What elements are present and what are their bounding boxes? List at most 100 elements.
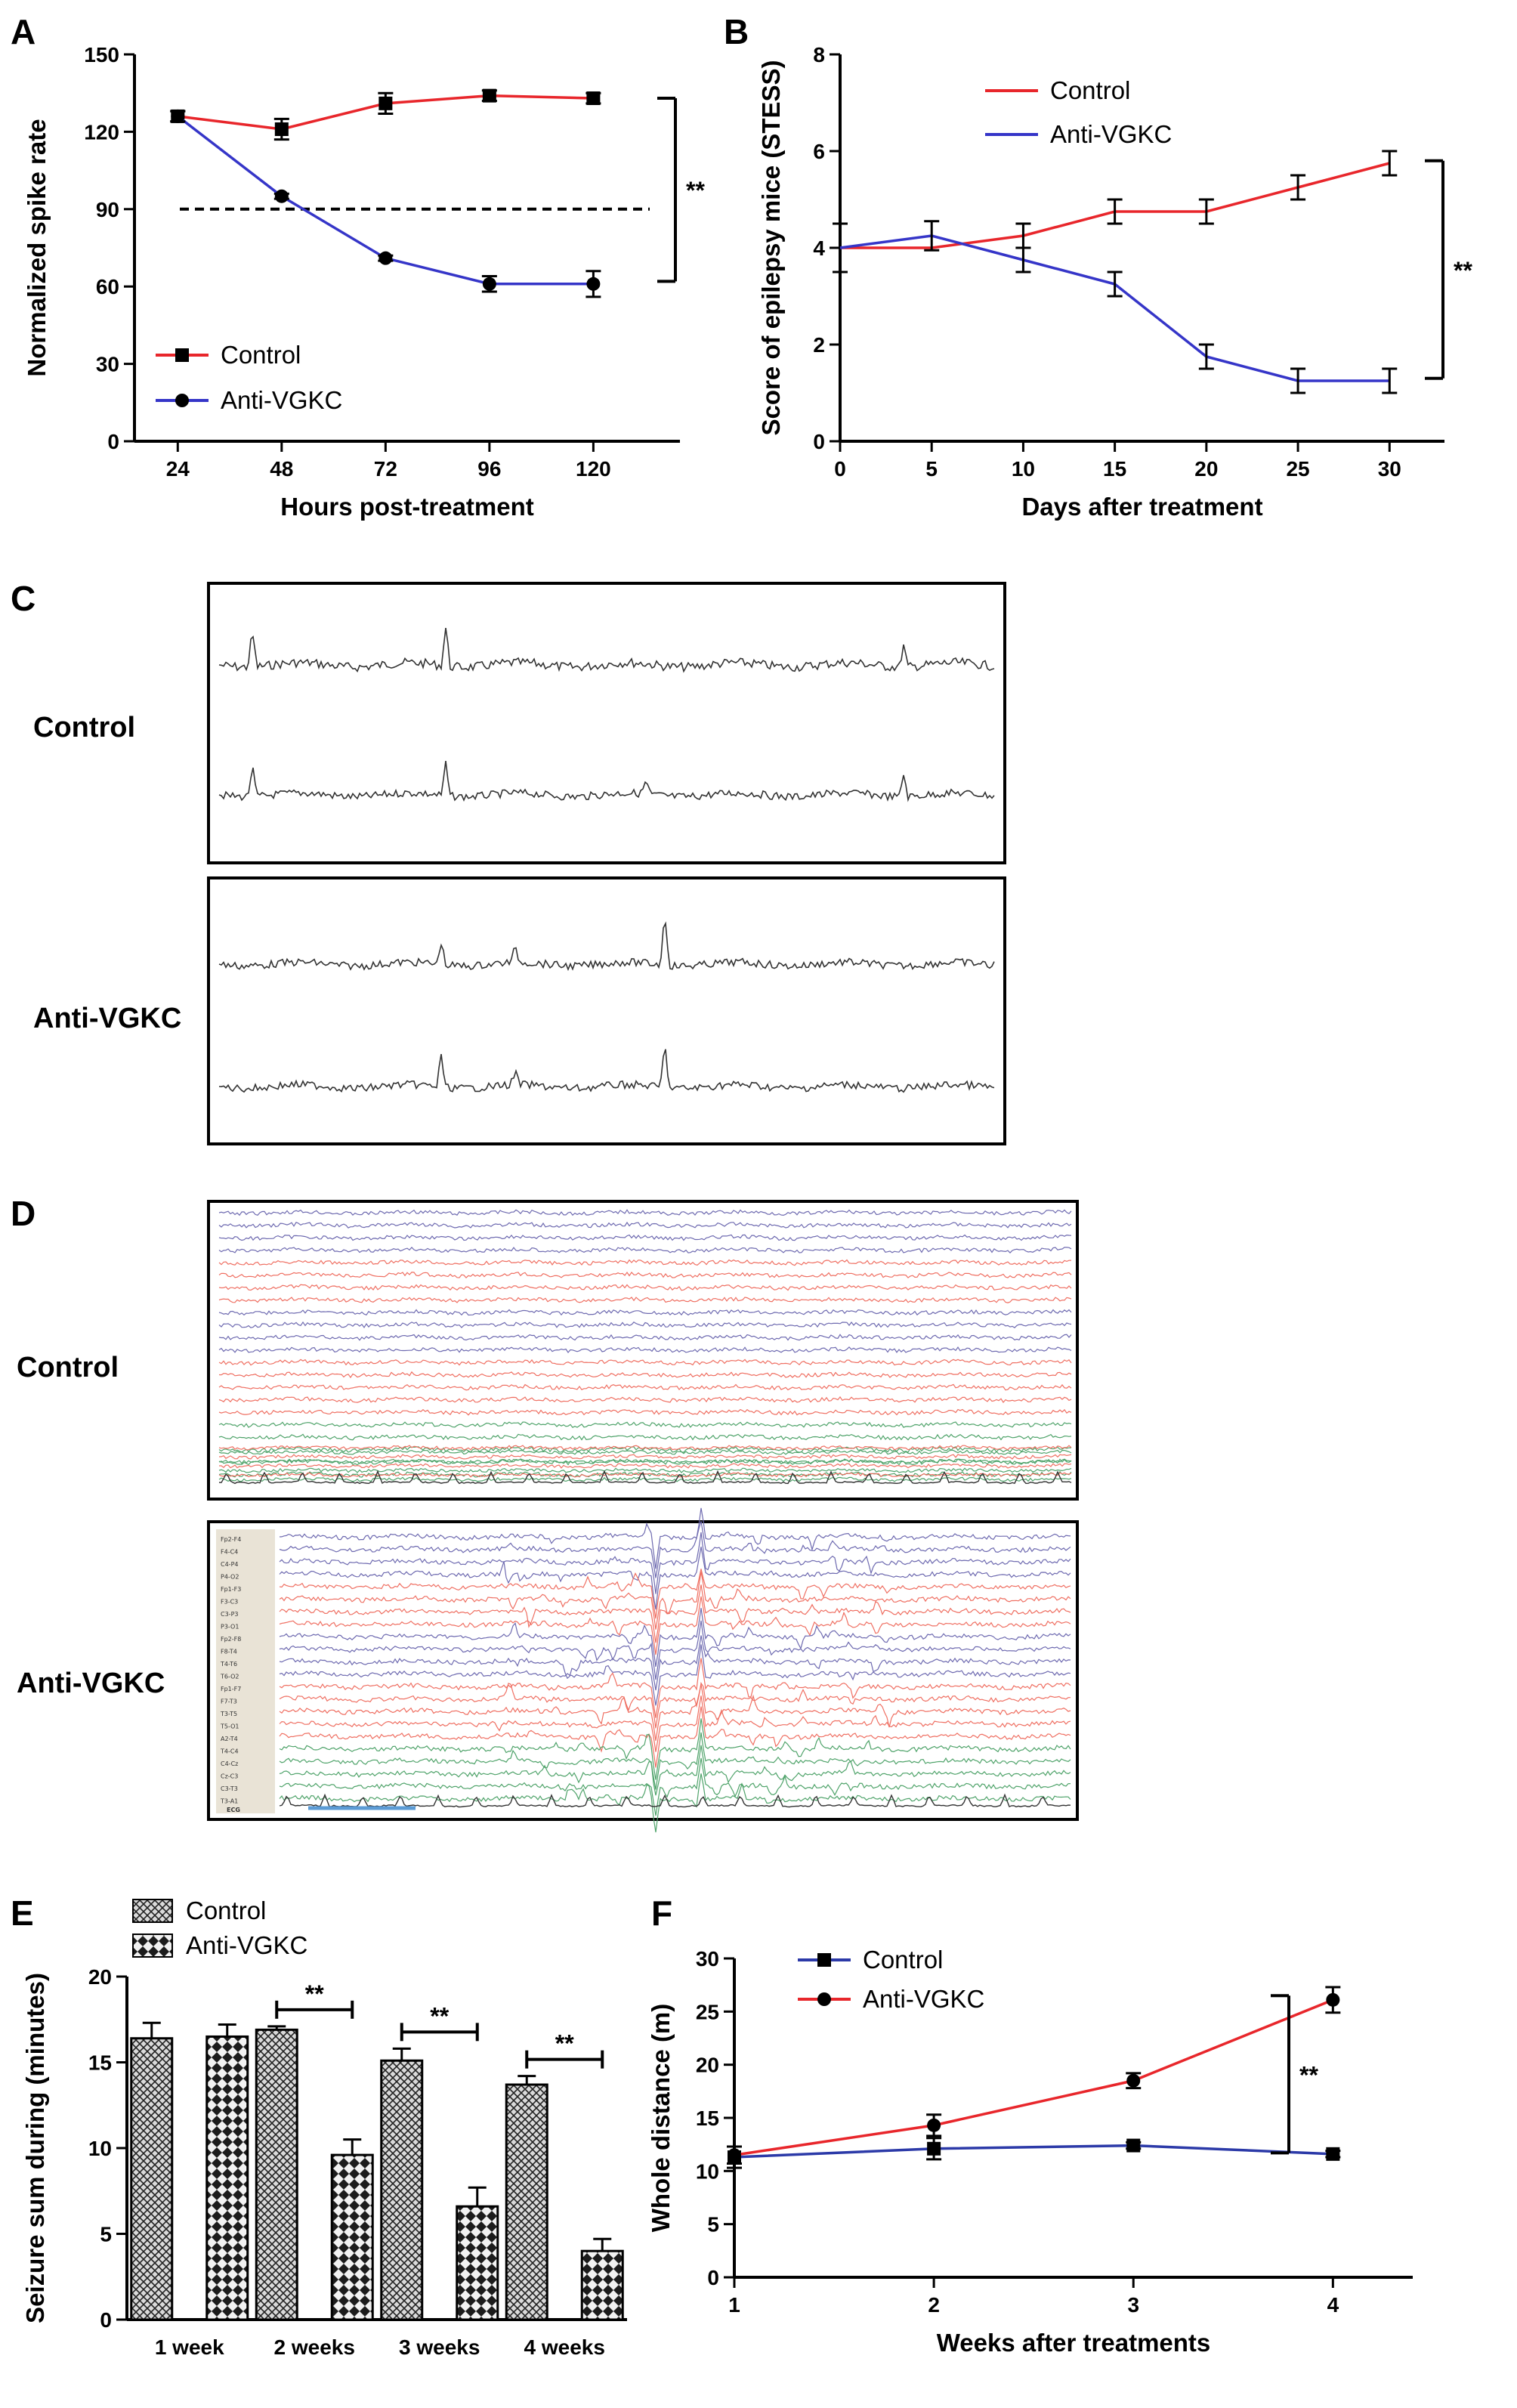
eeg-channel-trace — [218, 1467, 1072, 1473]
channel-label: C3-T3 — [221, 1785, 238, 1792]
chartE-significance-label: ** — [555, 2030, 574, 2057]
chartF-point-square — [1126, 2138, 1141, 2153]
chartE-bar-anti-vgkc — [456, 2205, 499, 2321]
row-label-anti-vgkc-d: Anti-VGKC — [17, 1668, 165, 1699]
chartB-legend-label: Anti-VGKC — [1050, 120, 1172, 148]
chartA-point-square — [378, 96, 393, 110]
channel-label: Fp1-F7 — [221, 1686, 241, 1692]
eeg-channel-trace — [279, 1757, 1071, 1816]
channel-label-background — [216, 1529, 275, 1813]
chartE-category-label: 2 weeks — [274, 2335, 355, 2359]
multichannel-box-anti-vgkc — [207, 1520, 1079, 1821]
chartA-point-circle — [274, 189, 289, 203]
eeg-channel-trace — [279, 1521, 1071, 1578]
eeg-channel-trace — [218, 1359, 1072, 1366]
channel-label: P3-O1 — [221, 1624, 239, 1631]
eeg-channel-trace — [279, 1684, 1071, 1741]
chartE-bar-control — [505, 2083, 548, 2321]
eeg-channel-trace — [279, 1745, 1071, 1796]
eeg-trace-group-c — [218, 627, 995, 1093]
panel-label-a: A — [11, 12, 36, 51]
chartF-legend-marker — [817, 1953, 831, 1967]
chartB-y-axis-title: Score of epilepsy mice (STESS) — [757, 60, 785, 436]
panel-c-eeg: Control Anti-VGKC — [33, 582, 1006, 1145]
eeg-channel-trace — [279, 1584, 1071, 1643]
chartE-y-tick-label: 10 — [88, 2137, 112, 2160]
chartB-x-tick-label: 20 — [1194, 457, 1218, 481]
chartB-x-tick-label: 25 — [1286, 457, 1309, 481]
channel-label-column: Fp2-F4 F4-C4 C4-P4 P4-O2 Fp1-F3 F3-C3 C3-P3 P3-… — [216, 1529, 275, 1813]
eeg-channel-trace — [218, 1297, 1072, 1303]
chartA-x-tick-label: 48 — [270, 457, 293, 481]
panel-label-d: D — [11, 1194, 36, 1233]
channel-label: Fp2-F8 — [221, 1636, 241, 1643]
eeg-channel-trace — [218, 1346, 1072, 1353]
eeg-channel-trace — [279, 1706, 1071, 1768]
eeg-channel-trace — [218, 1454, 1072, 1460]
chartF-x-tick-label: 1 — [728, 2293, 740, 2317]
channel-label: T5-O1 — [220, 1723, 239, 1730]
ecg-trace — [279, 1793, 1071, 1808]
eeg-channel-trace — [279, 1681, 1071, 1729]
chartF-legend-marker — [817, 1992, 831, 2006]
channel-label: C3-P3 — [221, 1611, 238, 1618]
chartA-y-tick-label: 30 — [96, 353, 119, 376]
chartE-bar-control — [380, 2059, 424, 2321]
eeg-channel-trace — [279, 1718, 1071, 1780]
eeg-channel-trace — [218, 1472, 1072, 1478]
chartB-x-tick-label: 30 — [1378, 457, 1401, 481]
panel-d-multichannel-eeg: Fp2-F4 F4-C4 C4-P4 P4-O2 Fp1-F3 F3-C3 C3-P3 P3-… — [17, 1200, 1079, 1833]
channel-label: T4-T6 — [220, 1661, 237, 1668]
channel-label: Fp1-F3 — [221, 1586, 241, 1593]
chartF-point-circle — [1326, 1992, 1340, 2007]
chartA-point-square — [586, 91, 601, 106]
trace-box-control — [207, 582, 1006, 864]
channel-label: T3-T5 — [220, 1711, 237, 1717]
eeg-channel-trace — [218, 1247, 1072, 1253]
chartE-legend-swatch — [132, 1934, 173, 1958]
eeg-channel-trace — [218, 1383, 1072, 1391]
chartA-y-tick-label: 0 — [107, 430, 119, 453]
chartF-point-square — [927, 2141, 941, 2156]
ecg-trace — [218, 1470, 1072, 1485]
chartA-point-square — [274, 122, 289, 136]
chartA-point-circle — [171, 109, 185, 123]
chartA-legend-marker — [175, 348, 189, 362]
chartE-y-tick-label: 0 — [100, 2308, 112, 2332]
channel-label: Fp2-F4 — [221, 1536, 241, 1543]
channel-label: C4-Cz — [221, 1760, 238, 1767]
chartB-y-tick-label: 6 — [813, 140, 825, 163]
eeg-channel-trace — [279, 1569, 1071, 1619]
chartE-bar-control — [255, 2028, 298, 2321]
chartF-x-tick-label: 2 — [928, 2293, 940, 2317]
row-label-anti-vgkc-c: Anti-VGKC — [33, 1003, 181, 1034]
chartE-category-label: 4 weeks — [524, 2335, 605, 2359]
eeg-channel-trace — [279, 1572, 1071, 1630]
chartA-y-tick-label: 150 — [84, 43, 119, 66]
chartB-x-tick-label: 15 — [1103, 457, 1126, 481]
eeg-channel-trace — [218, 1221, 1072, 1229]
chartF-x-axis-title: Weeks after treatments — [937, 2329, 1211, 2357]
eeg-channel-trace — [218, 1271, 1072, 1278]
row-label-control-c: Control — [33, 712, 135, 743]
panel-label-f: F — [651, 1893, 672, 1933]
chartF-y-tick-label: 10 — [696, 2159, 719, 2183]
panel-label-b: B — [724, 12, 749, 51]
chartF-legend-label: Anti-VGKC — [863, 1985, 984, 2013]
chartE-y-axis-title: Seizure sum during (minutes) — [21, 1973, 49, 2323]
channel-label: T6-O2 — [220, 1674, 239, 1680]
panel-label-c: C — [11, 579, 36, 618]
eeg-channel-trace — [218, 1371, 1072, 1379]
chartB-significance-label: ** — [1454, 257, 1472, 284]
chartA-y-tick-label: 120 — [84, 120, 119, 144]
chartF-y-tick-label: 30 — [696, 1947, 719, 1971]
chartF-legend-label: Control — [863, 1946, 943, 1974]
eeg-channel-trace — [279, 1532, 1071, 1594]
chartA-x-tick-label: 24 — [166, 457, 190, 481]
chartE-legend-label: Control — [186, 1896, 266, 1924]
chartF-point-circle — [1126, 2073, 1141, 2088]
chartA-significance-label: ** — [686, 177, 705, 204]
chartA-x-tick-label: 120 — [576, 457, 611, 481]
channel-label: T3-A1 — [220, 1798, 238, 1805]
chartB-x-tick-label: 5 — [925, 457, 938, 481]
